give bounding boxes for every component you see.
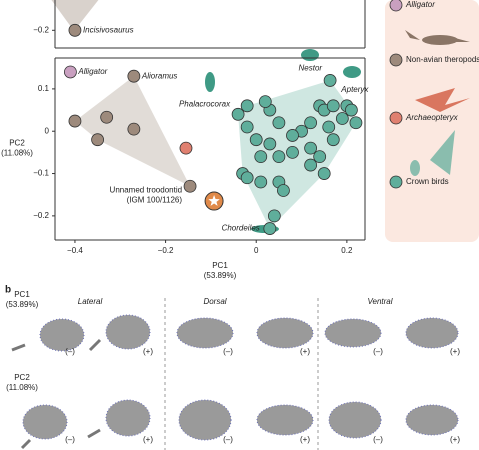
legend-label: Non-avian theropods <box>406 55 479 64</box>
x-tick-label: 0 <box>254 246 259 255</box>
legend-marker <box>389 53 403 67</box>
point <box>349 116 363 130</box>
legend-label: Crown birds <box>406 177 449 186</box>
x-tick-label: 0.2 <box>341 246 353 255</box>
point-label: (IGM 100/1126) <box>127 195 183 204</box>
point <box>322 120 336 134</box>
y-tick-label: −0.2 <box>33 25 49 34</box>
sign-label: (–) <box>223 347 233 356</box>
point <box>326 99 340 113</box>
sign-label: (+) <box>450 347 460 356</box>
column-title: Dorsal <box>203 297 226 306</box>
bird-silhouette <box>410 130 455 176</box>
point <box>100 110 114 124</box>
point <box>323 74 337 87</box>
point <box>267 209 281 223</box>
point <box>304 158 318 172</box>
point <box>258 95 272 108</box>
x-axis-label: (53.89%) <box>204 271 237 280</box>
panel-label: b <box>5 285 11 296</box>
sign-label: (+) <box>450 435 460 444</box>
sign-label: (–) <box>65 347 75 356</box>
point-label: Alligator <box>77 67 107 76</box>
point <box>263 137 277 151</box>
point <box>272 116 286 130</box>
point-label: Apteryx <box>340 85 369 94</box>
y-tick-label: 0.1 <box>38 84 50 93</box>
point <box>272 150 286 164</box>
point <box>286 145 299 159</box>
sign-label: (+) <box>143 435 153 444</box>
legend-label: Alligator <box>405 0 435 9</box>
legend-panel <box>385 0 479 242</box>
point <box>240 120 254 134</box>
point <box>263 222 277 235</box>
point <box>249 133 263 147</box>
point <box>240 171 254 185</box>
point-label: Incisivosaurus <box>83 25 134 34</box>
point <box>317 167 331 180</box>
point <box>304 116 318 130</box>
legend-marker <box>389 0 403 12</box>
point <box>68 114 82 128</box>
x-tick-label: −0.4 <box>67 246 83 255</box>
point <box>127 69 141 83</box>
point <box>254 150 268 164</box>
skull-images <box>22 314 459 441</box>
point <box>313 150 327 164</box>
sign-label: (+) <box>300 435 310 444</box>
x-axis-label: PC1 <box>212 261 228 270</box>
y-tick-label: −0.1 <box>33 169 49 178</box>
legend-label: Archaeopteryx <box>405 113 459 122</box>
sign-label: (+) <box>300 347 310 356</box>
sign-label: (–) <box>65 435 75 444</box>
sign-label: (–) <box>373 435 383 444</box>
hull-fragment <box>51 0 99 31</box>
row-label: PC1 <box>14 290 30 299</box>
x-tick-label: −0.2 <box>158 246 174 255</box>
legend-marker <box>389 111 403 125</box>
point-label: Nestor <box>299 64 323 73</box>
y-tick-label: 0 <box>45 126 50 135</box>
legend-marker <box>389 175 403 189</box>
point <box>127 122 141 136</box>
point <box>179 141 193 155</box>
row-label: PC2 <box>14 373 30 382</box>
point-label: Phalacrocorax <box>179 99 231 108</box>
point <box>68 23 82 37</box>
column-title: Ventral <box>367 297 392 306</box>
sign-label: (–) <box>223 435 233 444</box>
point <box>286 129 299 142</box>
sign-label: (+) <box>143 347 153 356</box>
point-label: Unnamed troodontid <box>110 185 183 194</box>
sign-label: (–) <box>373 347 383 356</box>
point-label: Chordeiles <box>222 224 260 233</box>
star <box>208 195 220 206</box>
point <box>91 133 105 147</box>
point-label: Alioramus <box>141 71 178 80</box>
column-title: Lateral <box>78 297 103 306</box>
row-label: (11.08%) <box>6 383 38 392</box>
y-axis-label: (11.08%) <box>1 148 33 157</box>
point <box>304 141 318 155</box>
row-label: (53.89%) <box>6 300 39 309</box>
point <box>277 184 290 197</box>
point <box>183 179 197 193</box>
point <box>254 175 268 189</box>
archaeopteryx-silhouette <box>415 88 470 112</box>
point <box>240 99 254 113</box>
point <box>335 112 349 125</box>
point <box>345 103 358 117</box>
point <box>231 107 245 121</box>
arrows <box>11 338 102 450</box>
y-axis-label: PC2 <box>9 138 25 147</box>
theropod-silhouette <box>405 30 470 45</box>
y-tick-label: −0.2 <box>33 211 49 220</box>
point <box>64 65 77 79</box>
point <box>326 133 340 147</box>
